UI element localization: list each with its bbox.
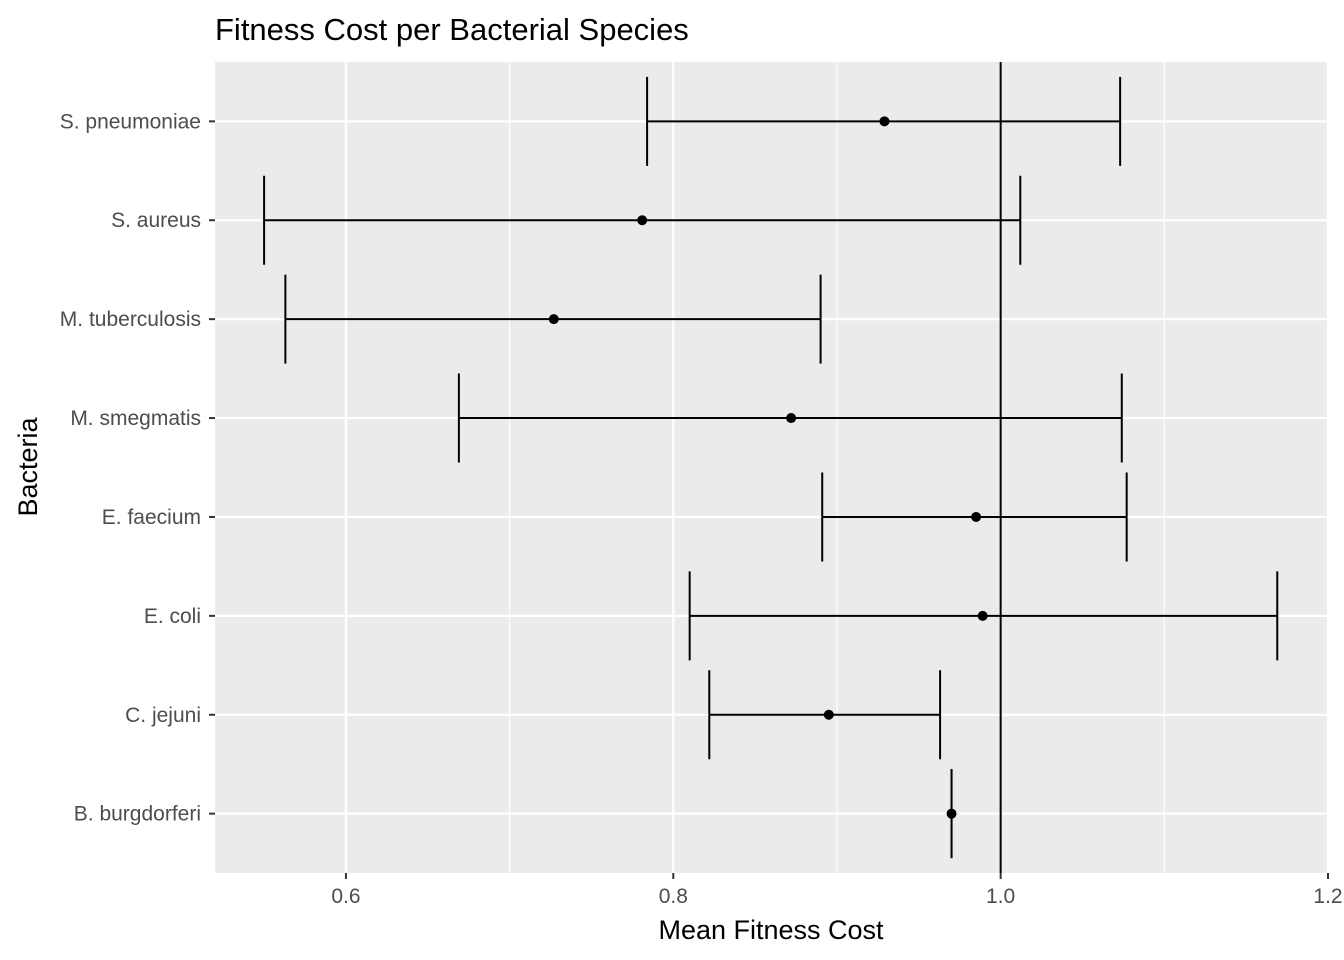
x-tick-label: 1.0 xyxy=(986,885,1015,908)
y-axis: S. pneumoniae S. aureus M. tuberculosis M. … xyxy=(60,110,215,826)
mean-point xyxy=(977,610,988,621)
error-bar-series xyxy=(263,76,1279,859)
y-tick-label: M. smegmatis xyxy=(70,407,201,430)
mean-point xyxy=(823,709,834,720)
x-axis: 0.6 0.8 1.0 1.2 xyxy=(331,873,1343,908)
y-tick-label: E. faecium xyxy=(102,506,201,529)
mean-point xyxy=(637,215,648,226)
mean-point xyxy=(548,314,559,325)
x-tick-label: 1.2 xyxy=(1313,885,1342,908)
y-tick-label: E. coli xyxy=(144,605,201,628)
mean-point xyxy=(786,413,797,424)
x-tick-label: 0.6 xyxy=(331,885,360,908)
x-axis-title: Mean Fitness Cost xyxy=(658,915,884,945)
mean-point xyxy=(971,511,982,522)
y-axis-title: Bacteria xyxy=(13,416,43,516)
chart-title: Fitness Cost per Bacterial Species xyxy=(215,12,689,47)
mean-point xyxy=(946,808,957,819)
y-tick-label: M. tuberculosis xyxy=(60,308,201,331)
y-tick-label: S. aureus xyxy=(111,209,201,232)
y-tick-label: C. jejuni xyxy=(125,704,201,727)
minor-gridlines xyxy=(509,62,1165,873)
mean-point xyxy=(879,116,890,127)
plot-panel xyxy=(215,62,1328,873)
y-tick-label: S. pneumoniae xyxy=(60,110,201,133)
y-tick-label: B. burgdorferi xyxy=(74,803,201,826)
x-tick-label: 0.8 xyxy=(659,885,688,908)
